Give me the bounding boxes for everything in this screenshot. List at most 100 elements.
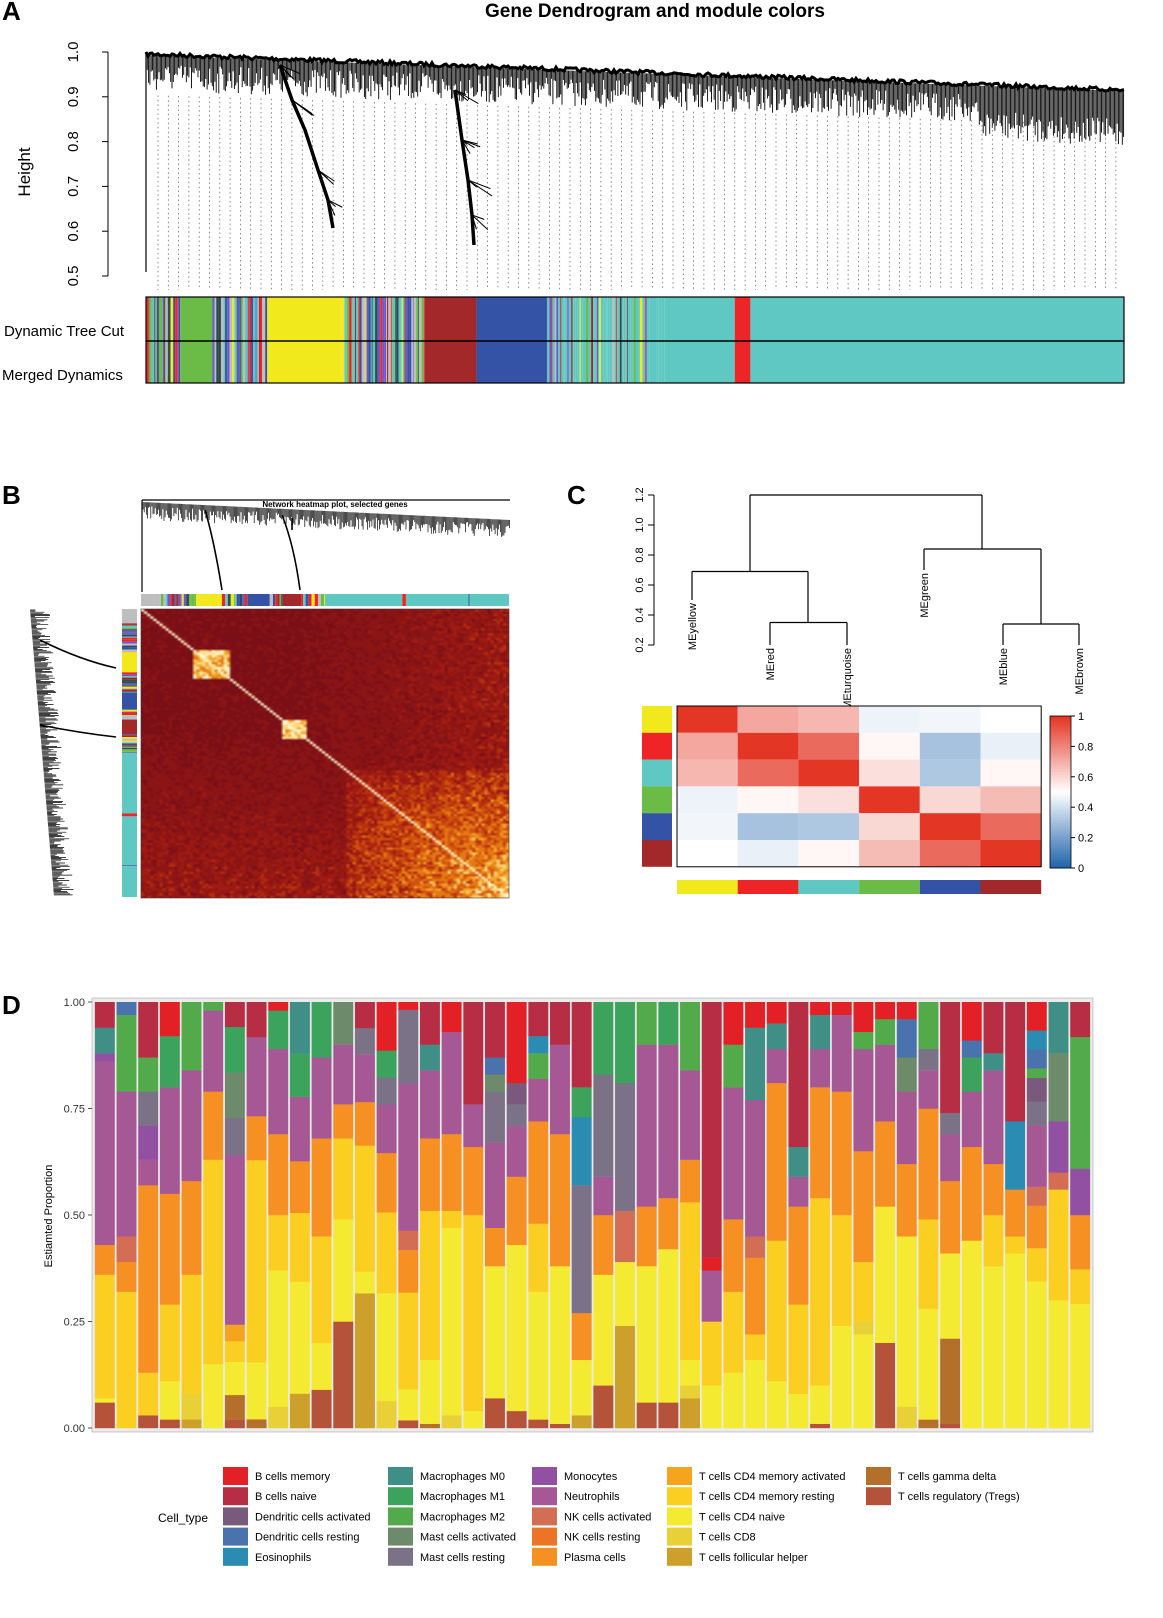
bar-segment xyxy=(138,1057,159,1092)
adjacency-cell xyxy=(737,813,799,840)
dendro-sub-branch xyxy=(317,169,335,182)
module-stripe xyxy=(225,594,228,606)
module-block-red xyxy=(402,594,406,606)
bar-segment xyxy=(723,1219,744,1292)
bar-segment xyxy=(853,1031,874,1050)
dendro-sub-branch xyxy=(317,169,325,185)
module-stripe xyxy=(122,634,137,637)
module-block-turquoise xyxy=(664,297,735,383)
module-stripe xyxy=(566,297,568,383)
module-stripe xyxy=(178,297,181,383)
module-stripe xyxy=(122,624,137,626)
bar-segment xyxy=(550,1423,570,1429)
bar-segment xyxy=(224,1361,245,1396)
bar-segment xyxy=(94,1002,115,1028)
module-stripe xyxy=(356,297,359,383)
bar-segment xyxy=(94,1402,115,1429)
module-stripe xyxy=(630,297,633,383)
module-stripe xyxy=(609,297,613,383)
module-stripe xyxy=(575,297,578,383)
colorbar-step xyxy=(1050,812,1071,816)
c-y-tick-label: 0.4 xyxy=(634,607,646,622)
legend-swatch xyxy=(223,1527,248,1546)
bar-segment xyxy=(680,1398,701,1429)
legend-title: Cell_type xyxy=(158,1511,208,1525)
bar-segment xyxy=(376,1002,397,1051)
colorbar-step xyxy=(1050,807,1071,811)
legend-swatch xyxy=(532,1547,557,1566)
module-stripe xyxy=(320,594,325,606)
dendro-deep-branch xyxy=(453,89,476,246)
bar-segment xyxy=(506,1410,527,1429)
bar-segment xyxy=(224,1324,245,1342)
module-stripe xyxy=(122,752,137,753)
bar-segment xyxy=(224,1341,245,1363)
bar-segment xyxy=(159,1304,180,1382)
bar-segment xyxy=(333,1002,354,1045)
module-stripe xyxy=(122,709,137,712)
dendro-sub-branch xyxy=(327,199,336,208)
bar-segment xyxy=(354,1101,375,1146)
module-stripe xyxy=(616,297,618,383)
bar-segment xyxy=(138,1159,159,1186)
module-stripe xyxy=(625,297,628,383)
legend-label: Dendritic cells activated xyxy=(255,1511,371,1523)
adjacency-cell xyxy=(798,732,860,760)
legend-swatch xyxy=(667,1487,692,1506)
module-stripe xyxy=(166,297,168,383)
sample-bar xyxy=(875,1002,896,1429)
bar-segment xyxy=(311,1342,332,1390)
bar-segment xyxy=(528,1036,549,1054)
dendro-sub-branch xyxy=(291,99,313,116)
bar-segment xyxy=(484,1074,505,1092)
bar-segment xyxy=(116,1014,137,1092)
module-stripe xyxy=(617,297,620,383)
module-stripe xyxy=(391,297,393,383)
bar-segment xyxy=(268,1048,289,1135)
bar-segment xyxy=(1026,1077,1047,1102)
bar-segment xyxy=(918,1002,939,1050)
colorbar-step xyxy=(1050,784,1071,788)
bar-segment xyxy=(354,1028,375,1055)
module-stripe xyxy=(122,674,137,677)
module-stripe xyxy=(155,297,157,383)
bar-segment xyxy=(376,1104,397,1154)
bar-segment xyxy=(1026,1101,1047,1126)
colorbar-step xyxy=(1050,865,1071,869)
module-stripe xyxy=(303,594,306,606)
module-stripe xyxy=(122,636,137,638)
legend-label: Mast cells resting xyxy=(420,1552,505,1564)
bar-segment xyxy=(940,1134,961,1182)
legend-label: Neutrophils xyxy=(564,1491,620,1503)
module-stripe xyxy=(301,594,304,606)
bar-segment xyxy=(311,1057,332,1139)
module-stripe xyxy=(619,297,622,383)
module-stripe xyxy=(633,297,636,383)
bar-segment xyxy=(571,1087,592,1118)
bar-segment xyxy=(918,1048,939,1071)
row-module-swatch-red xyxy=(642,732,672,760)
bar-segment xyxy=(636,1002,657,1045)
bar-segment xyxy=(896,1057,917,1092)
bar-segment xyxy=(268,1010,289,1050)
module-stripe xyxy=(122,740,137,743)
sample-bar xyxy=(1048,1002,1069,1429)
bar-segment xyxy=(116,1002,137,1015)
module-stripe xyxy=(341,297,344,383)
bar-segment xyxy=(983,1002,1004,1054)
adjacency-cell xyxy=(980,840,1042,867)
bar-segment xyxy=(1026,1002,1047,1031)
bar-segment xyxy=(1048,1121,1069,1173)
bar-segment xyxy=(311,1002,332,1058)
bar-segment xyxy=(831,1014,852,1092)
dendro-sub-branch xyxy=(461,139,471,154)
bar-segment xyxy=(875,1044,896,1122)
module-block-turquoise xyxy=(405,594,469,606)
legend-label: T cells CD4 memory resting xyxy=(699,1491,835,1503)
bar-segment xyxy=(680,1002,701,1071)
legend-swatch xyxy=(532,1467,557,1485)
bar-segment xyxy=(636,1044,657,1207)
bar-segment xyxy=(506,1082,527,1105)
legend-label: T cells CD4 naive xyxy=(699,1511,785,1523)
sample-bar xyxy=(723,1002,744,1429)
